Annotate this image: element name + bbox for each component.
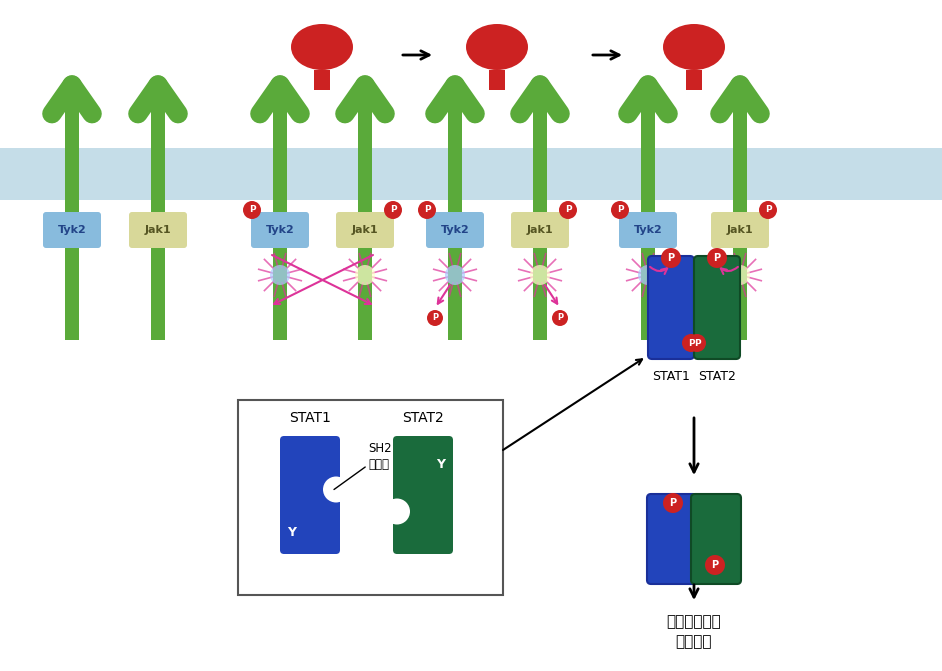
Bar — [686, 70, 702, 90]
Circle shape — [705, 555, 725, 575]
Circle shape — [688, 334, 706, 352]
Text: SH2
结构域: SH2 结构域 — [334, 442, 392, 490]
Circle shape — [243, 201, 261, 219]
Text: P: P — [424, 205, 430, 215]
Text: STAT2: STAT2 — [402, 411, 444, 425]
Text: P: P — [713, 253, 721, 263]
Circle shape — [530, 265, 550, 285]
Circle shape — [384, 201, 402, 219]
Text: P: P — [557, 313, 563, 323]
FancyBboxPatch shape — [280, 436, 340, 554]
Circle shape — [384, 499, 410, 525]
Circle shape — [323, 476, 349, 503]
Circle shape — [559, 201, 577, 219]
FancyBboxPatch shape — [43, 212, 101, 248]
Text: P: P — [693, 338, 700, 348]
Text: P: P — [668, 253, 674, 263]
FancyBboxPatch shape — [129, 212, 187, 248]
Text: P: P — [564, 205, 571, 215]
FancyBboxPatch shape — [647, 494, 697, 584]
Bar — [733, 85, 747, 340]
Bar — [489, 70, 505, 90]
Bar — [533, 85, 547, 340]
FancyBboxPatch shape — [336, 212, 394, 248]
FancyBboxPatch shape — [511, 212, 569, 248]
Text: STAT2: STAT2 — [698, 370, 736, 383]
FancyBboxPatch shape — [648, 256, 694, 359]
Circle shape — [355, 265, 375, 285]
Text: 作为转录因子: 作为转录因子 — [667, 615, 722, 629]
Bar — [358, 85, 372, 340]
Text: Y: Y — [436, 458, 446, 472]
Ellipse shape — [291, 24, 353, 70]
Circle shape — [552, 310, 568, 326]
Text: P: P — [617, 205, 624, 215]
Circle shape — [270, 265, 290, 285]
Text: Jak1: Jak1 — [726, 225, 754, 235]
Bar — [641, 85, 655, 340]
Circle shape — [661, 248, 681, 268]
Circle shape — [638, 265, 658, 285]
Circle shape — [611, 201, 629, 219]
Text: Tyk2: Tyk2 — [441, 225, 469, 235]
Text: P: P — [765, 205, 771, 215]
Text: Tyk2: Tyk2 — [634, 225, 662, 235]
Bar — [448, 85, 462, 340]
Text: P: P — [688, 338, 694, 348]
Bar — [0, 148, 942, 200]
Text: STAT1: STAT1 — [289, 411, 331, 425]
FancyBboxPatch shape — [711, 212, 769, 248]
Text: P: P — [711, 560, 719, 570]
FancyBboxPatch shape — [619, 212, 677, 248]
Ellipse shape — [466, 24, 528, 70]
Text: P: P — [390, 205, 397, 215]
Bar — [238, 400, 503, 595]
FancyBboxPatch shape — [691, 494, 741, 584]
Text: Jak1: Jak1 — [351, 225, 379, 235]
Circle shape — [759, 201, 777, 219]
Text: Jak1: Jak1 — [145, 225, 171, 235]
FancyBboxPatch shape — [393, 436, 453, 554]
Text: P: P — [249, 205, 255, 215]
Circle shape — [682, 334, 700, 352]
Circle shape — [663, 493, 683, 513]
Text: Tyk2: Tyk2 — [266, 225, 294, 235]
Bar — [314, 70, 330, 90]
Text: 转位入核: 转位入核 — [675, 635, 712, 650]
Bar — [151, 85, 165, 340]
Bar — [273, 85, 287, 340]
Text: Tyk2: Tyk2 — [57, 225, 87, 235]
Text: STAT1: STAT1 — [652, 370, 690, 383]
Text: P: P — [670, 498, 676, 508]
Circle shape — [427, 310, 443, 326]
Text: P: P — [432, 313, 438, 323]
Circle shape — [707, 248, 727, 268]
FancyBboxPatch shape — [694, 256, 740, 359]
Circle shape — [445, 265, 465, 285]
FancyBboxPatch shape — [251, 212, 309, 248]
Bar — [65, 85, 79, 340]
Text: Jak1: Jak1 — [527, 225, 553, 235]
Circle shape — [730, 265, 750, 285]
Text: Y: Y — [287, 525, 297, 539]
Ellipse shape — [663, 24, 725, 70]
FancyBboxPatch shape — [426, 212, 484, 248]
Circle shape — [418, 201, 436, 219]
